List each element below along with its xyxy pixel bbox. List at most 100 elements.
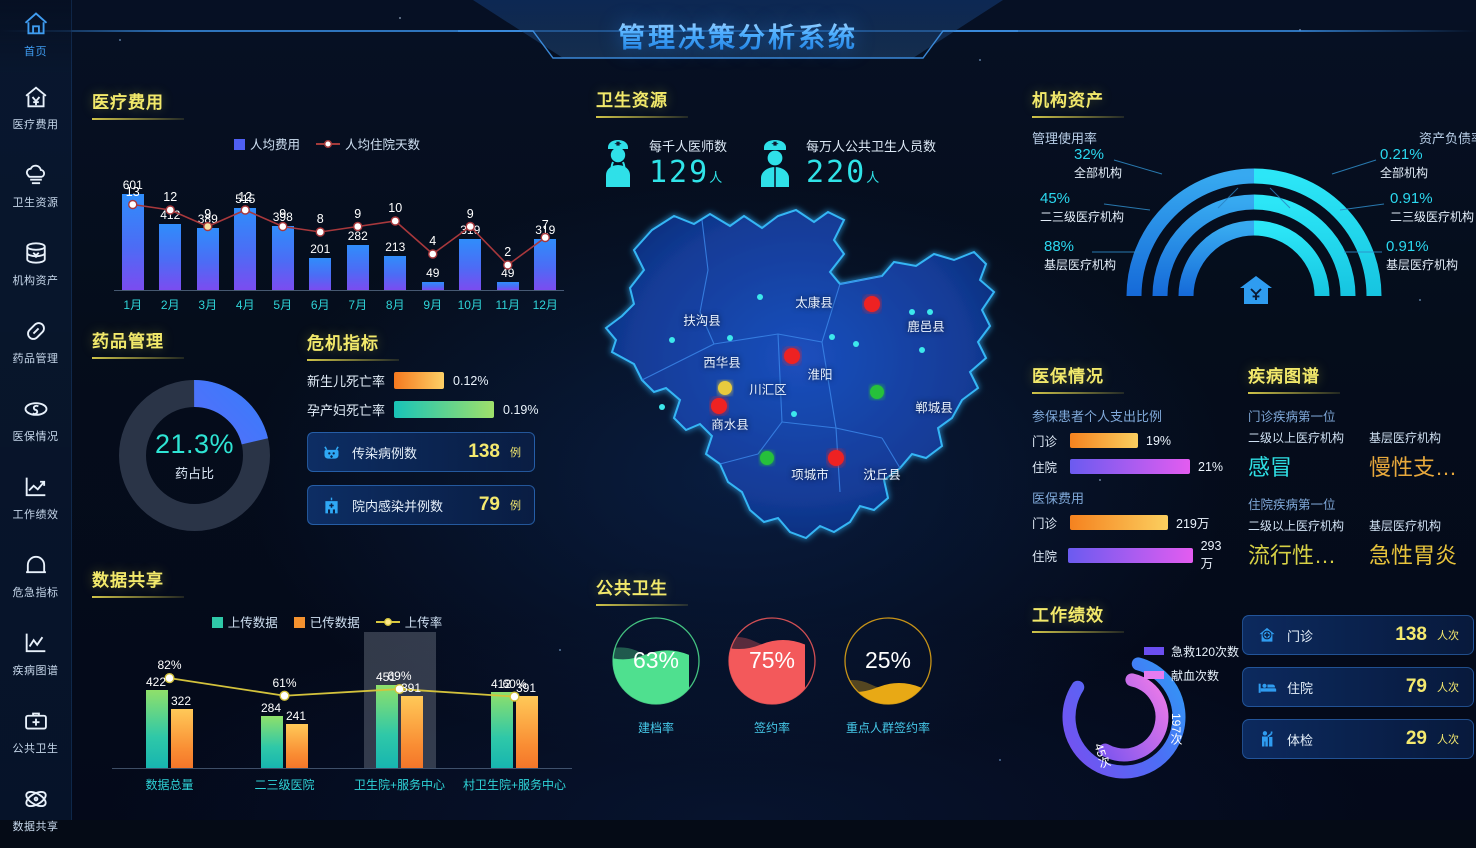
svg-text:63%: 63% [633, 647, 679, 673]
bar-column: 49 [414, 161, 452, 290]
crisis-card-unit: 例 [510, 447, 521, 459]
sidebar-item-label: 工作绩效 [12, 508, 59, 521]
stat-card-unit: 人次 [1437, 682, 1459, 694]
bar [309, 257, 332, 290]
resource-item-doctors: 每千人医师数 129人 [596, 136, 727, 190]
line-point [503, 260, 513, 270]
line-point-label: 2 [504, 245, 512, 259]
assets-right-value-2: 0.91% 基层医疗机构 [1386, 238, 1459, 272]
disease-group-title-1: 门诊疾病第一位 [1248, 410, 1336, 424]
sidebar-item-label: 药品管理 [12, 352, 59, 365]
map-region-label[interactable]: 沈丘县 [863, 468, 901, 482]
gauge-caption: 建档率 [637, 721, 674, 735]
line-point [203, 221, 213, 232]
rate-point-label: 69% [387, 669, 412, 684]
sidebar-item-home[interactable]: 首页 [0, 0, 71, 68]
line-point [164, 673, 175, 684]
gauge-caption: 重点人群签约率 [845, 721, 930, 735]
line-point-label: 9 [279, 206, 287, 221]
line-point [279, 690, 290, 701]
liquid-gauge: 75% 签约率 [726, 616, 818, 736]
map-region-label[interactable]: 太康县 [795, 296, 833, 310]
assets-home-icon [1240, 276, 1272, 304]
x-axis-label: 12月 [532, 298, 558, 312]
bar-column: 398 [264, 161, 302, 290]
sidebar-item-disease-chart[interactable]: 疾病图谱 [0, 614, 71, 692]
stat-card-value: 79 [1405, 676, 1427, 697]
map-region-label[interactable]: 西华县 [703, 356, 741, 370]
hospital-icon [325, 497, 338, 513]
sidebar-item-data-share[interactable]: 数据共享 [0, 770, 71, 848]
disease-col-value: 慢性支… [1369, 455, 1458, 480]
bar-value-label: 213 [385, 239, 406, 254]
crisis-value: 0.19% [503, 402, 539, 417]
health-resource-icon [25, 164, 45, 184]
legend-swatch-icon [1144, 647, 1164, 655]
bar-group: 284 241 [227, 653, 342, 768]
map-region-label[interactable]: 扶沟县 [683, 314, 721, 328]
region-map[interactable]: 扶沟县 太康县西华县淮阳川汇区商水县 鹿邑县郸城县项城市 沈丘县 [582, 192, 1020, 572]
sidebar-item-performance[interactable]: 工作绩效 [0, 458, 71, 536]
sidebar[interactable]: 首页 医疗费用 卫生资源 机构资产 药品管理 [0, 0, 72, 833]
insurance-icon [24, 401, 47, 416]
insurance-row-value: 293万 [1200, 539, 1222, 571]
x-axis-label: 1月 [123, 298, 143, 312]
crisis-card-nosocomial[interactable]: 院内感染并例数 79 例 [307, 485, 535, 525]
stat-card-label: 体检 [1287, 732, 1314, 748]
section-title-drug-mgmt: 药品管理 [92, 327, 307, 359]
crisis-icon [25, 555, 46, 573]
section-title-medical-cost: 医疗费用 [92, 88, 562, 120]
disease-panel: 疾病图谱 门诊疾病第一位 二级以上医疗机构 感冒 基层医疗机构 慢性支… 住院疾… [1248, 362, 1476, 579]
x-axis-label: 7月 [348, 298, 368, 312]
line-point [128, 199, 138, 210]
insurance-bar [1070, 459, 1190, 474]
svg-text:25%: 25% [865, 647, 911, 673]
sidebar-item-assets[interactable]: 机构资产 [0, 224, 71, 302]
line-point [278, 221, 288, 232]
bar-value-label: 601 [122, 177, 143, 192]
assets-right-value-1: 0.91% 二三级医疗机构 [1390, 190, 1475, 224]
line-point [165, 205, 175, 215]
map-region-label[interactable]: 鹿邑县 [907, 320, 945, 334]
stat-card-checkup[interactable]: 体检 29 人次 [1242, 719, 1474, 759]
map-region-label[interactable]: 项城市 [791, 468, 829, 482]
public-health-gauges: 63% 建档率 75% 签约率 25% 重点人群签约率 [596, 616, 1020, 736]
map-region-label[interactable]: 川汇区 [749, 383, 787, 397]
line-point-label: 8 [316, 212, 324, 226]
sidebar-item-insurance[interactable]: 医保情况 [0, 380, 71, 458]
sidebar-item-medical-cost[interactable]: 医疗费用 [0, 68, 71, 146]
bar-column: 601 [114, 161, 152, 290]
stat-card-outpatient[interactable]: 门诊 138 人次 [1242, 615, 1474, 655]
stat-card-value: 29 [1405, 728, 1427, 749]
disease-col: 基层医疗机构 急性胃炎 [1369, 517, 1476, 570]
x-axis-label: 6月 [310, 298, 330, 312]
disease-col-value: 流行性… [1248, 543, 1337, 568]
disease-col-head: 二级以上医疗机构 [1248, 519, 1345, 533]
map-region-label[interactable]: 淮阳 [807, 368, 833, 382]
map-region-label[interactable]: 商水县 [711, 418, 749, 432]
line-point-label: 9 [354, 206, 362, 221]
performance-arc-icon [1062, 655, 1186, 779]
sidebar-item-health-resource[interactable]: 卫生资源 [0, 146, 71, 224]
disease-col: 基层医疗机构 慢性支… [1369, 429, 1476, 482]
crisis-card-infectious[interactable]: 传染病例数 138 例 [307, 432, 535, 472]
crisis-card-value: 138 [468, 441, 500, 462]
assets-left-value-1: 45% 二三级医疗机构 [1040, 190, 1125, 224]
disease-col-head: 二级以上医疗机构 [1248, 431, 1345, 445]
sidebar-item-public-health[interactable]: 公共卫生 [0, 692, 71, 770]
sidebar-item-drug-mgmt[interactable]: 药品管理 [0, 302, 71, 380]
map-region-label[interactable]: 郸城县 [915, 401, 953, 415]
line-point [240, 205, 250, 215]
sidebar-item-label: 医疗费用 [12, 118, 59, 131]
bed-icon [1258, 683, 1277, 693]
health-resource-stats: 每千人医师数 129人 每万人公共卫生人员数 220人 [596, 136, 1020, 190]
legend-item-uploaded: 已传数据 [293, 612, 360, 631]
performance-legend-outer: 急救120次数 [1144, 643, 1239, 660]
stat-card-inpatient[interactable]: 住院 79 人次 [1242, 667, 1474, 707]
bar [384, 255, 407, 290]
app-header: 管理决策分析系统 [0, 0, 1476, 62]
assets-left-title: 管理使用率 [1032, 131, 1098, 146]
resource-item-public-health-staff: 每万人公共卫生人员数 220人 [753, 136, 936, 190]
bar-group: 422 322 [112, 653, 227, 768]
sidebar-item-crisis[interactable]: 危急指标 [0, 536, 71, 614]
